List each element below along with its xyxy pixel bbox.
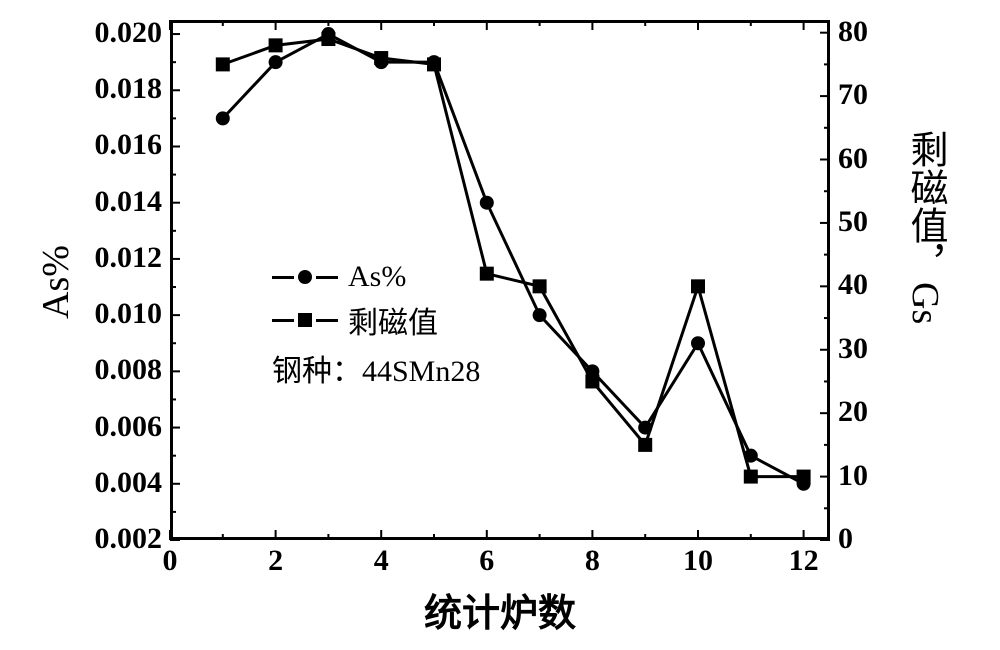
x-axis-label: 统计炉数 <box>400 582 600 637</box>
tick-label: 40 <box>838 268 898 302</box>
legend-footer: 钢种：44SMn28 <box>272 346 480 390</box>
legend-item-as: As% <box>272 260 480 294</box>
tick-label: 4 <box>361 544 401 578</box>
tick-label: 0.012 <box>70 241 162 275</box>
tick-label: 0.006 <box>70 410 162 444</box>
legend-label-as: As% <box>348 260 406 294</box>
tick-label: 30 <box>838 332 898 366</box>
tick-label: 80 <box>838 15 898 49</box>
chart-container: As% 剩磁值，Gs 统计炉数 As% 剩磁值 钢种：44SMn28 0 2 4 6 8… <box>0 0 1000 650</box>
tick-label: 6 <box>467 544 507 578</box>
tick-label: 0 <box>838 522 898 556</box>
tick-label: 0.002 <box>70 522 162 556</box>
tick-label: 70 <box>838 78 898 112</box>
tick-label: 2 <box>256 544 296 578</box>
tick-label: 0.020 <box>70 16 162 50</box>
tick-label: 10 <box>678 544 718 578</box>
tick-label: 0.004 <box>70 466 162 500</box>
legend-label-residual: 剩磁值 <box>348 298 438 342</box>
tick-label: 10 <box>838 459 898 493</box>
tick-label: 0.018 <box>70 72 162 106</box>
tick-label: 0.010 <box>70 297 162 331</box>
tick-label: 0.016 <box>70 128 162 162</box>
tick-label: 0.014 <box>70 185 162 219</box>
tick-label: 0.008 <box>70 353 162 387</box>
tick-label: 8 <box>572 544 612 578</box>
tick-label: 12 <box>784 544 824 578</box>
legend-item-residual: 剩磁值 <box>272 298 480 342</box>
y-axis-right-label: 剩磁值，Gs <box>898 130 953 324</box>
tick-label: 50 <box>838 205 898 239</box>
legend-box: As% 剩磁值 钢种：44SMn28 <box>272 260 480 394</box>
tick-label: 60 <box>838 142 898 176</box>
tick-label: 20 <box>838 395 898 429</box>
